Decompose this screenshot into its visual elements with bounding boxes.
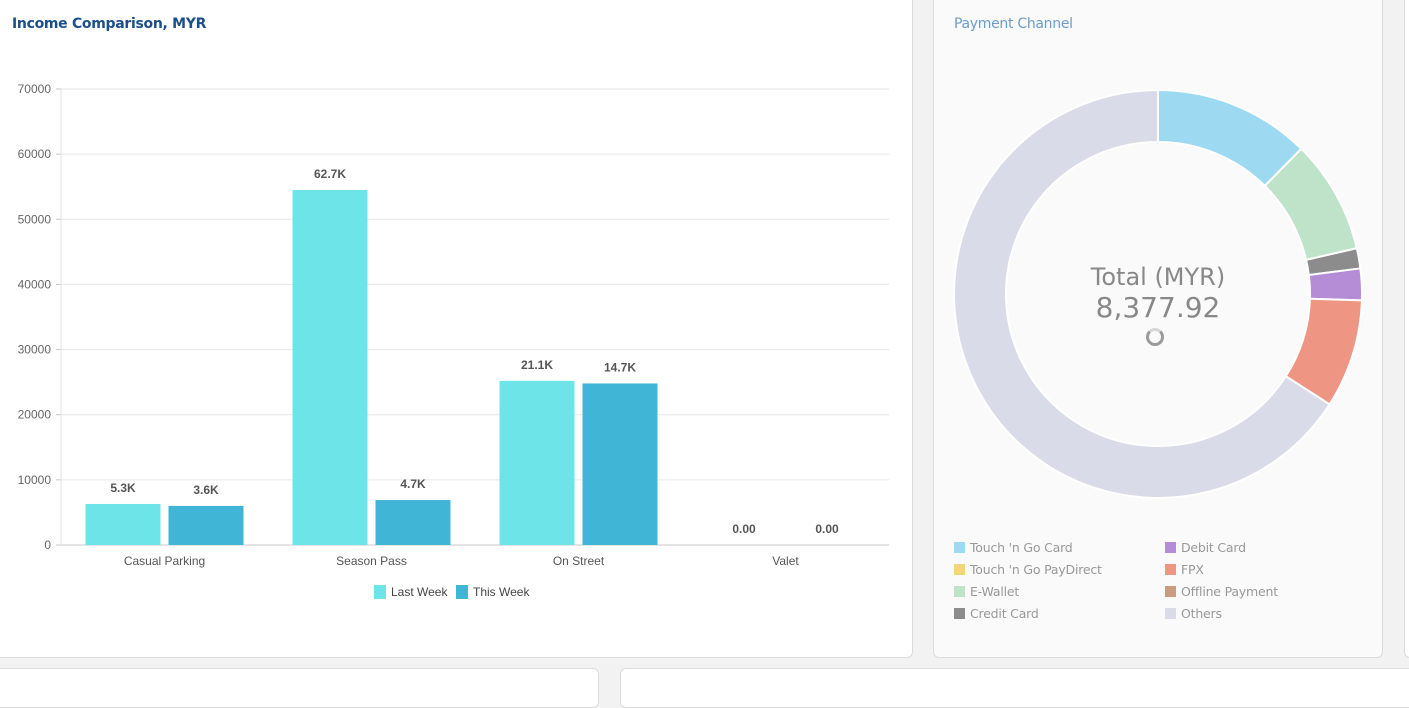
bar-data-label: 5.3K <box>110 481 136 495</box>
bar[interactable] <box>292 189 368 545</box>
legend-item-1[interactable]: This Week <box>456 585 530 599</box>
legend-label: Last Week <box>391 585 448 599</box>
legend-label: Offline Payment <box>1181 584 1278 599</box>
legend-item-0[interactable]: Last Week <box>374 585 448 599</box>
bar[interactable] <box>85 503 161 545</box>
legend-label: Touch 'n Go PayDirect <box>970 562 1102 577</box>
bar[interactable] <box>375 500 451 545</box>
legend-swatch <box>1165 564 1176 575</box>
bar-data-label: 21.1K <box>521 358 553 372</box>
legend-swatch <box>954 542 965 553</box>
legend-label: FPX <box>1181 562 1204 577</box>
y-tick-label: 20000 <box>18 408 52 422</box>
y-tick-label: 40000 <box>18 277 52 291</box>
bar-data-label: 62.7K <box>314 167 346 181</box>
donut-total-value: 8,377.92 <box>1095 291 1221 324</box>
legend-swatch <box>1165 586 1176 597</box>
donut-slice[interactable] <box>1307 267 1363 302</box>
legend-swatch <box>954 564 965 575</box>
bar-data-label: 0.00 <box>815 522 839 536</box>
y-tick-label: 0 <box>44 538 51 552</box>
legend-label: Touch 'n Go Card <box>970 540 1073 555</box>
legend-swatch <box>1165 608 1176 619</box>
bar[interactable] <box>582 383 658 545</box>
bar-data-label: 14.7K <box>604 360 636 374</box>
income-comparison-panel <box>0 0 913 658</box>
bar[interactable] <box>168 505 244 545</box>
y-tick-label: 10000 <box>18 473 52 487</box>
y-tick-label: 70000 <box>18 82 52 96</box>
legend-label: This Week <box>473 585 530 599</box>
legend-swatch <box>374 585 386 599</box>
y-tick-label: 30000 <box>18 343 52 357</box>
x-tick-label: Casual Parking <box>124 554 205 568</box>
legend-label: Credit Card <box>970 606 1039 621</box>
x-tick-label: Season Pass <box>336 554 407 568</box>
legend-swatch <box>456 585 468 599</box>
legend-label: E-Wallet <box>970 584 1020 599</box>
donut-total-label: Total (MYR) <box>1090 263 1226 291</box>
donut-center-text: Total (MYR) 8,377.92 <box>1058 262 1258 324</box>
y-tick-label: 60000 <box>18 147 52 161</box>
bar[interactable] <box>499 380 575 545</box>
x-tick-label: On Street <box>553 554 605 568</box>
bar-data-label: 4.7K <box>400 477 426 491</box>
loading-spinner-icon <box>1146 328 1164 346</box>
legend-label: Debit Card <box>1181 540 1246 555</box>
legend-label: Others <box>1181 606 1222 621</box>
income-bar-chart: 0 10000 20000 30000 40000 50000 60000 70000 Casu… <box>18 82 889 599</box>
y-tick-label: 50000 <box>18 212 52 226</box>
legend-swatch <box>954 608 965 619</box>
legend-swatch <box>954 586 965 597</box>
donut-slice[interactable] <box>952 88 1331 499</box>
x-tick-label: Valet <box>772 554 799 568</box>
legend-swatch <box>1165 542 1176 553</box>
payment-chart-title: Payment Channel <box>954 16 1073 32</box>
payment-donut-chart <box>952 88 1363 499</box>
bar-data-label: 3.6K <box>193 483 219 497</box>
income-chart-title: Income Comparison, MYR <box>12 16 207 32</box>
bar-data-label: 0.00 <box>732 522 756 536</box>
